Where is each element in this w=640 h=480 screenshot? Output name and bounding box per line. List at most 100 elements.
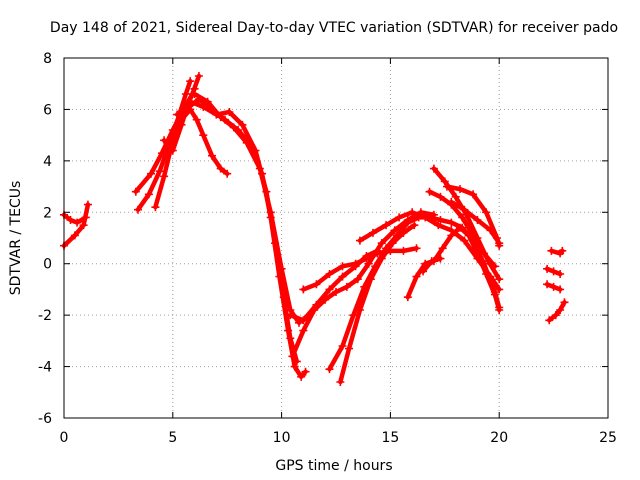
data-point-marker: [207, 151, 216, 160]
data-point-marker: [299, 326, 308, 335]
series-trace: [61, 202, 91, 248]
data-point-marker: [147, 169, 156, 178]
data-point-marker: [403, 293, 412, 302]
y-tick-label: -6: [38, 411, 52, 427]
data-point-marker: [482, 270, 491, 278]
series-track-7: [190, 90, 304, 327]
data-point-marker: [490, 290, 499, 299]
data-point-marker: [425, 187, 434, 196]
data-point-marker: [473, 216, 482, 224]
data-point-marker: [131, 187, 140, 196]
data-point-marker: [271, 239, 280, 248]
data-point-marker: [286, 311, 295, 320]
data-point-marker: [144, 190, 153, 199]
data-point-marker: [436, 192, 445, 201]
data-point-marker: [490, 262, 499, 271]
data-point-marker: [342, 282, 351, 291]
series-track-14: [336, 221, 419, 386]
data-point-marker: [556, 270, 565, 278]
data-point-marker: [368, 228, 377, 237]
series-track-9: [173, 97, 301, 366]
data-point-marker: [545, 316, 554, 325]
data-point-marker: [560, 298, 569, 307]
data-point-marker: [349, 311, 358, 320]
data-point-marker: [168, 146, 177, 155]
data-point-marker: [223, 169, 232, 178]
data-point-marker: [299, 285, 308, 294]
data-point-marker: [551, 311, 560, 320]
data-point-marker: [377, 254, 386, 263]
data-point-marker: [558, 246, 567, 255]
data-point-marker: [321, 295, 330, 304]
series-track-2: [60, 200, 92, 250]
data-point-marker: [547, 246, 556, 255]
data-point-marker: [225, 108, 234, 116]
data-point-marker: [353, 275, 362, 284]
data-point-marker: [216, 164, 225, 173]
data-point-marker: [351, 259, 360, 268]
data-point-marker: [83, 200, 92, 209]
chart-title: Day 148 of 2021, Sidereal Day-to-day VTE…: [50, 20, 618, 36]
data-point-marker: [192, 115, 201, 124]
y-tick-label: 6: [43, 102, 52, 118]
data-point-marker: [479, 249, 488, 258]
labels-layer: 0 5 10 15 20 25 -6 -4 -2 0 2 4 6 8: [38, 51, 617, 446]
y-tick-label: -4: [38, 360, 52, 376]
x-tick-label: 5: [168, 430, 177, 446]
data-point-marker: [447, 218, 456, 227]
x-tick-label: 20: [490, 430, 508, 446]
data-point-marker: [486, 226, 495, 235]
data-point-marker: [190, 90, 199, 98]
data-point-marker: [458, 213, 467, 222]
y-tick-label: -2: [38, 308, 52, 324]
x-tick-label: 25: [599, 430, 617, 446]
x-tick-label: 10: [273, 430, 291, 446]
data-point-marker: [440, 177, 449, 186]
series-trace: [546, 300, 567, 323]
data-point-marker: [336, 378, 345, 386]
data-point-marker: [186, 77, 195, 86]
series-track-5: [151, 105, 232, 212]
data-point-marker: [436, 254, 445, 263]
data-point-marker: [279, 293, 288, 302]
series-track-21: [447, 198, 504, 248]
data-point-marker: [436, 216, 445, 224]
series-trace: [61, 212, 89, 225]
data-point-marker: [427, 257, 436, 266]
y-tick-label: 2: [43, 205, 52, 221]
data-point-marker: [194, 95, 203, 104]
data-point-marker: [543, 264, 552, 273]
data-point-marker: [299, 316, 308, 325]
y-axis-title: SDTVAR / TECUs: [8, 181, 24, 296]
data-point-marker: [292, 357, 301, 366]
data-point-marker: [495, 285, 504, 294]
data-point-marker: [364, 259, 373, 268]
data-point-marker: [388, 239, 397, 248]
data-point-marker: [556, 306, 565, 314]
data-point-marker: [447, 198, 456, 206]
data-point-marker: [312, 280, 321, 289]
data-point-marker: [442, 182, 451, 191]
data-point-marker: [160, 136, 169, 145]
data-point-marker: [301, 367, 310, 376]
data-point-marker: [412, 244, 421, 253]
y-tick-label: 8: [43, 51, 52, 67]
data-point-marker: [410, 221, 419, 230]
data-point-marker: [495, 239, 504, 248]
data-point-marker: [288, 352, 297, 361]
x-axis-title: GPS time / hours: [275, 458, 392, 474]
data-point-marker: [325, 270, 334, 278]
series-trace: [153, 107, 230, 210]
data-point-marker: [429, 164, 438, 173]
data-point-marker: [325, 285, 334, 294]
data-point-marker: [355, 236, 364, 245]
data-point-marker: [290, 362, 299, 371]
data-point-marker: [469, 190, 478, 199]
data-point-marker: [160, 172, 169, 181]
data-point-marker: [421, 213, 430, 222]
series-layer: [60, 72, 569, 386]
data-point-marker: [155, 167, 164, 176]
x-tick-label: 0: [60, 430, 69, 446]
data-point-marker: [403, 218, 412, 227]
